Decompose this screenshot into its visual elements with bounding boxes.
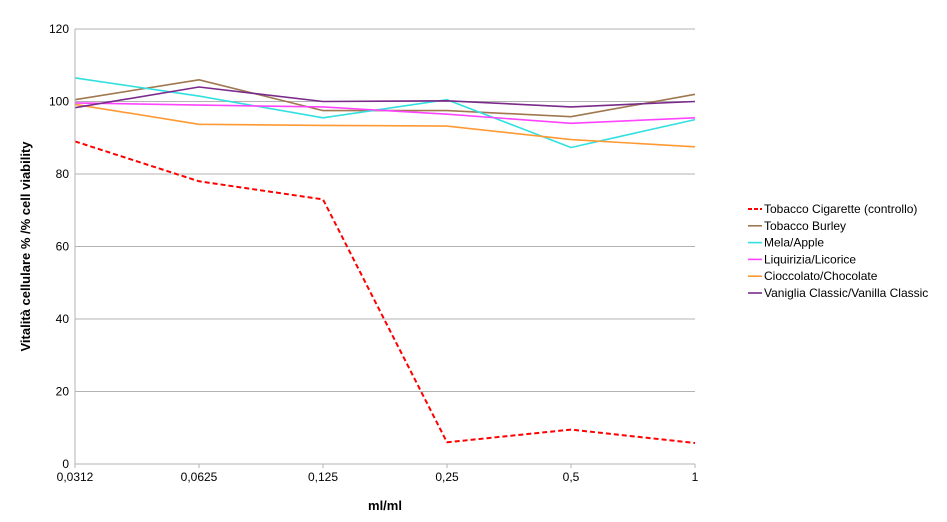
legend-item: Mela/Apple — [748, 236, 824, 250]
legend-item: Liquirizia/Licorice — [748, 252, 856, 266]
y-tick-label: 20 — [56, 385, 70, 399]
y-axis-title: Vitalità cellulare % /% cell viability — [18, 141, 33, 352]
x-tick-label: 0,25 — [435, 470, 459, 484]
y-tick-label: 0 — [62, 457, 69, 471]
legend-item: Cioccolato/Chocolate — [748, 269, 878, 283]
x-tick-label: 0,0312 — [57, 470, 94, 484]
x-axis-title: ml/ml — [368, 498, 402, 513]
x-tick-label: 0,125 — [308, 470, 338, 484]
y-tick-label: 40 — [56, 312, 70, 326]
series-line-3 — [74, 102, 696, 125]
series-line-4 — [74, 103, 696, 148]
legend-item: Tobacco Burley — [748, 219, 846, 233]
series-lines — [74, 77, 696, 444]
gridlines — [75, 28, 695, 465]
legend-label: Mela/Apple — [764, 236, 824, 250]
legend-item: Tobacco Cigarette (controllo) — [748, 202, 917, 216]
y-tick-label: 60 — [56, 240, 70, 254]
y-tick-label: 120 — [49, 22, 69, 36]
x-tick-label: 0,5 — [563, 470, 580, 484]
legend-item: Vaniglia Classic/Vanilla Classic — [748, 286, 928, 300]
series-line-5 — [74, 86, 696, 109]
x-axis-ticks: 0,0312 0,0625 0,125 0,25 0,5 1 — [57, 464, 699, 484]
legend-label: Tobacco Cigarette (controllo) — [764, 202, 917, 216]
y-tick-label: 80 — [56, 167, 70, 181]
series-line-0 — [74, 140, 696, 444]
x-tick-label: 0,0625 — [181, 470, 218, 484]
x-tick-label: 1 — [692, 470, 699, 484]
y-axis-ticks: 0 20 40 60 80 100 120 — [49, 22, 69, 471]
y-tick-label: 100 — [49, 95, 69, 109]
legend-label: Tobacco Burley — [764, 219, 846, 233]
legend-label: Liquirizia/Licorice — [764, 252, 856, 266]
legend: Tobacco Cigarette (controllo) Tobacco Bur… — [748, 202, 928, 300]
series-line-2 — [74, 77, 696, 149]
legend-label: Vaniglia Classic/Vanilla Classic — [764, 286, 928, 300]
legend-label: Cioccolato/Chocolate — [764, 269, 878, 283]
